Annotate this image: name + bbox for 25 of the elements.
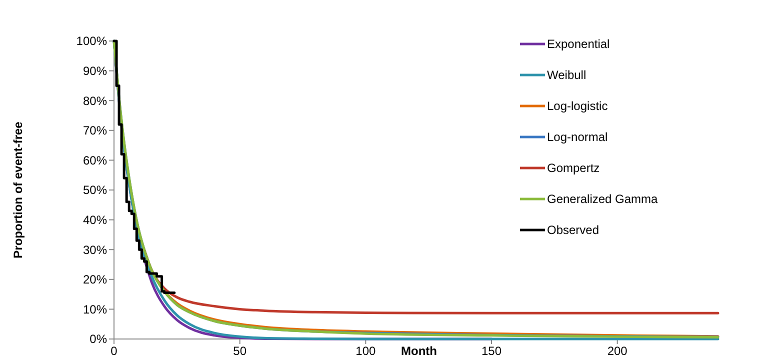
legend-label: Gompertz [547,161,600,176]
y-tick-label: 100% [76,34,108,48]
y-tick-label: 10% [82,302,108,316]
legend-label: Log-normal [547,130,608,144]
y-tick-label: 90% [82,64,108,78]
y-tick-label: 30% [82,242,108,257]
x-tick-label: 0 [110,344,118,358]
legend-label: Exponential [547,37,610,52]
y-axis-title: Proportion of event-free [11,121,25,258]
x-tick-label: 150 [481,344,502,358]
legend-label: Log-logistic [547,99,608,114]
y-tick-label: 60% [82,153,108,168]
legend-label: Generalized Gamma [547,192,658,206]
y-tick-label: 80% [82,94,108,108]
x-tick-label: 100 [356,344,376,358]
legend-label: Observed [547,223,600,238]
y-tick-label: 50% [82,183,108,198]
x-tick-label: 50 [233,344,247,358]
y-tick-label: 40% [82,213,108,227]
x-axis-title: Month [401,344,437,358]
y-tick-label: 70% [82,124,108,138]
y-tick-label: 20% [82,272,108,287]
y-tick-label: 0% [90,332,108,346]
x-tick-label: 200 [607,344,628,358]
legend-label: Weibull [547,68,586,82]
